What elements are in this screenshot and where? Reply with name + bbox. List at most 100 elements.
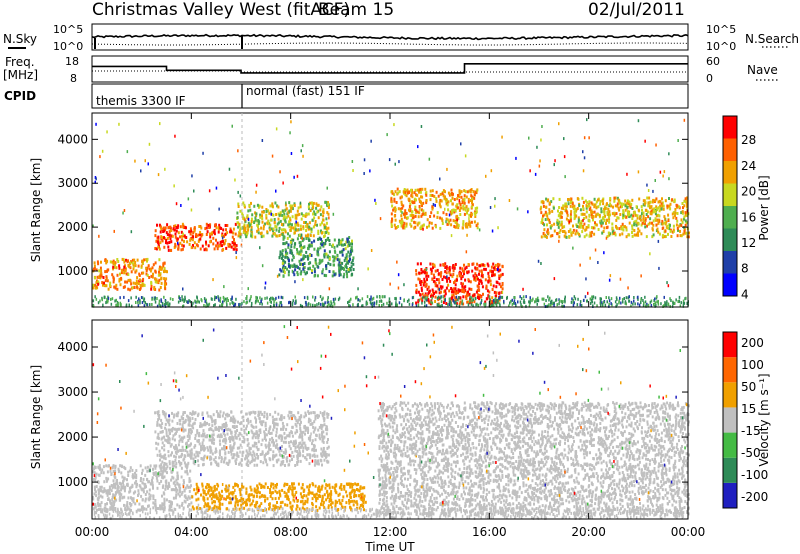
nave-series [92,70,688,73]
data-cell [299,451,301,455]
data-cell [177,243,180,247]
data-cell [215,244,218,248]
data-cell [282,455,285,459]
data-cell [457,224,460,228]
data-cell [578,221,581,225]
data-cell [540,235,543,239]
data-cell [352,169,354,172]
data-cell [158,223,161,227]
data-cell [453,266,456,270]
data-cell [639,215,642,219]
data-cell [294,301,296,305]
data-cell [593,197,596,201]
data-cell [282,440,285,444]
data-cell [616,202,619,206]
data-cell [210,461,213,465]
data-cell [302,254,305,258]
data-cell [422,270,424,274]
data-cell [294,431,297,435]
data-cell [218,413,221,417]
data-cell [171,429,174,433]
data-cell [141,259,144,263]
data-cell [390,224,393,228]
data-cell [311,218,314,222]
data-cell [128,265,131,269]
data-cell [585,210,588,214]
data-cell [550,200,553,204]
data-cell [351,272,353,276]
data-cell [666,300,668,304]
data-cell [183,480,185,484]
data-cell [580,303,583,307]
data-cell [116,287,119,291]
data-cell [219,410,222,414]
data-cell [674,214,676,218]
data-cell [236,211,239,215]
data-cell [280,418,283,422]
data-cell [376,300,378,304]
data-cell [184,428,187,432]
data-cell [589,231,592,235]
data-cell [221,303,223,307]
data-cell [669,229,672,233]
data-cell [251,457,254,460]
data-cell [189,237,192,241]
data-cell [637,302,639,306]
data-cell [282,237,285,241]
data-cell [205,298,207,302]
data-cell [200,233,203,237]
data-cell [338,260,341,264]
data-cell [252,432,255,436]
data-cell [425,268,428,271]
data-cell [181,445,184,449]
data-cell [548,303,550,307]
data-cell [594,222,597,226]
data-cell [522,300,525,304]
data-cell [105,277,108,281]
data-cell [421,224,424,228]
data-cell [652,210,655,214]
data-cell [467,200,470,204]
data-cell [458,201,461,205]
data-cell [292,238,295,242]
data-cell [608,204,611,208]
data-cell [199,232,202,236]
data-cell [282,263,285,267]
data-cell [475,210,478,214]
data-cell [652,198,655,202]
data-cell [250,460,253,463]
data-cell [242,415,245,419]
data-cell [431,262,434,266]
data-cell [280,427,282,431]
data-cell [522,287,524,291]
data-cell [500,273,503,277]
data-cell [249,297,252,301]
data-cell [231,456,234,460]
data-cell [307,233,309,237]
data-cell [291,265,294,268]
data-cell [278,304,281,308]
data-cell [261,205,264,209]
data-cell [159,273,162,277]
data-cell [163,508,166,512]
data-cell [94,490,97,494]
data-cell [558,235,561,239]
data-cell [163,245,166,249]
data-cell [563,230,566,233]
data-cell [655,214,658,218]
data-cell [120,482,122,486]
data-cell [263,434,266,438]
data-cell [290,152,293,155]
data-cell [397,191,400,195]
data-cell [564,202,567,206]
data-cell [543,297,545,301]
data-cell [163,229,166,233]
data-cell [585,204,588,208]
data-cell [253,452,256,456]
data-cell [145,507,148,511]
data-cell [189,230,192,234]
data-cell [395,301,397,305]
data-cell [274,232,276,236]
data-cell [119,492,122,496]
data-cell [562,300,564,303]
